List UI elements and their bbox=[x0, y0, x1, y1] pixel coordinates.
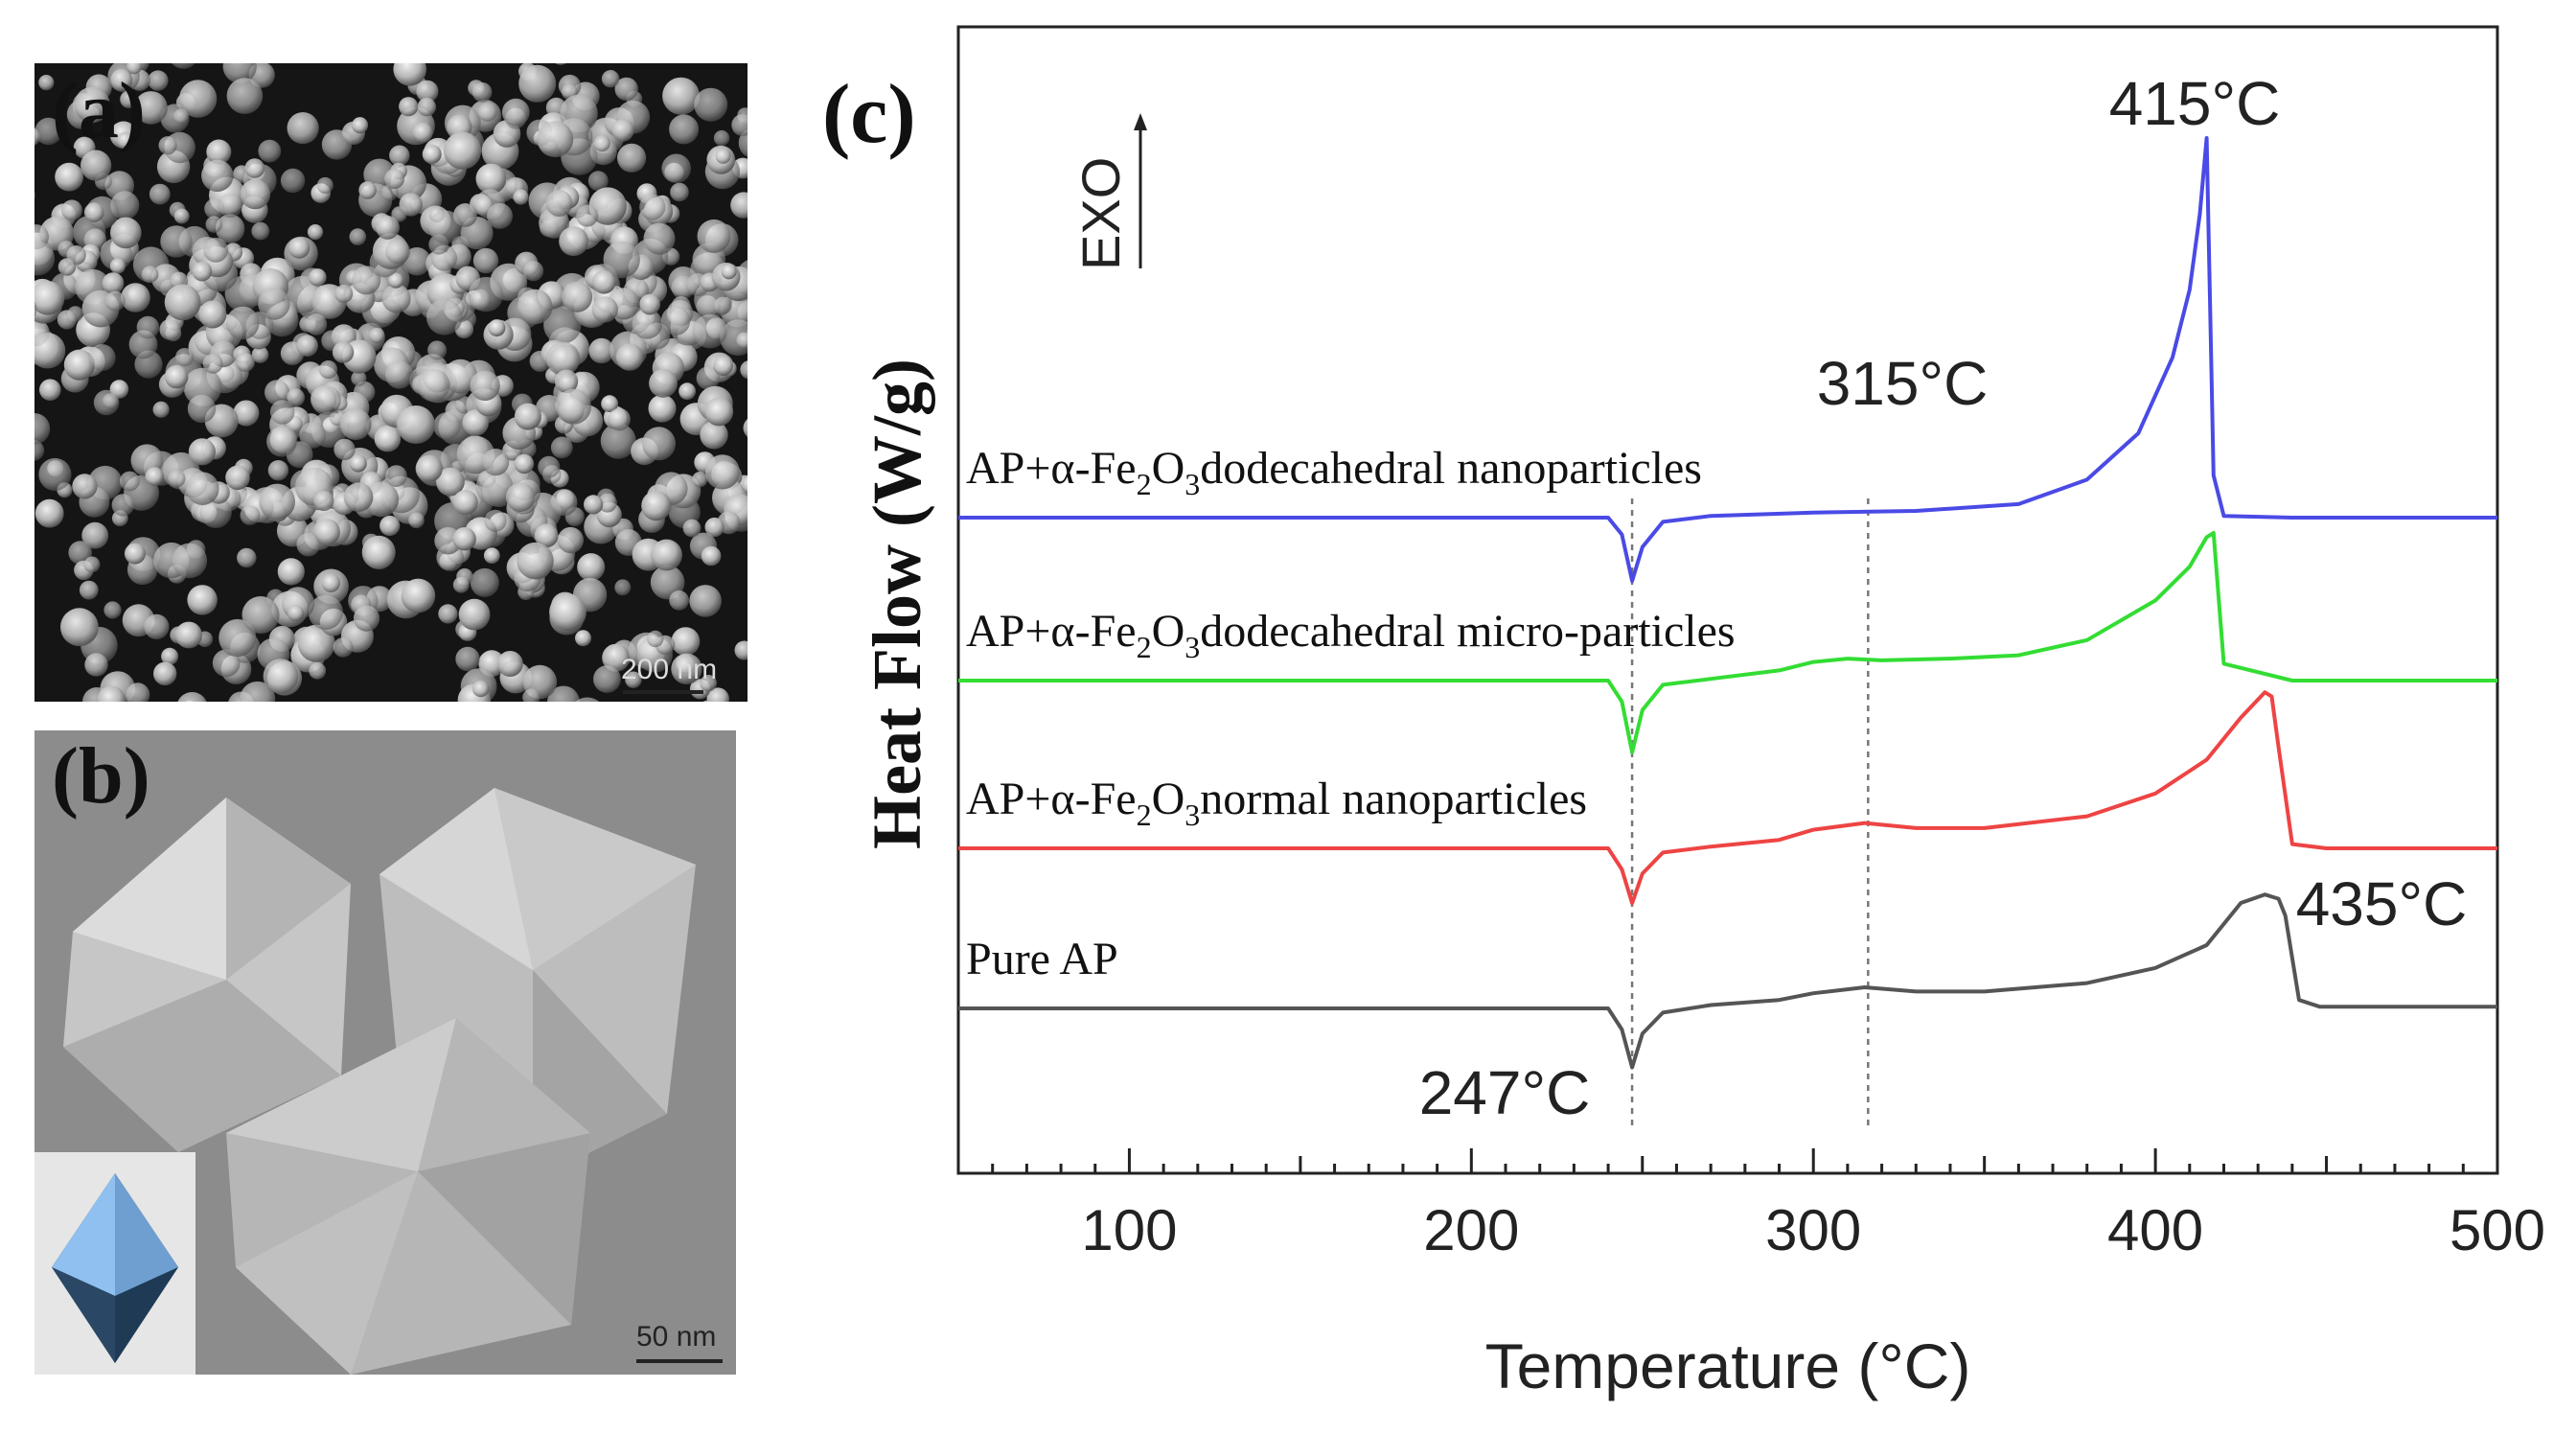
series-lines bbox=[958, 136, 2497, 1070]
series-line bbox=[958, 892, 2497, 1070]
x-axis-ticks: 100 200 300 400 500 bbox=[956, 1148, 2545, 1262]
scale-bar-b bbox=[636, 1359, 723, 1363]
peak-annotation: 415°C bbox=[2109, 69, 2281, 138]
peak-annotation: 315°C bbox=[1817, 349, 1989, 418]
x-tick-label: 400 bbox=[2107, 1198, 2203, 1262]
x-tick-label: 300 bbox=[1765, 1198, 1861, 1262]
x-tick-label: 500 bbox=[2450, 1198, 2545, 1262]
scale-label-a: 200 nm bbox=[621, 654, 718, 685]
scale-label-b: 50 nm bbox=[636, 1321, 717, 1353]
panel-a-label: (a) bbox=[52, 66, 146, 155]
peak-annotation: 247°C bbox=[1419, 1058, 1591, 1127]
x-tick-label: 200 bbox=[1423, 1198, 1519, 1262]
sem-image-b: (b) 50 nm bbox=[34, 730, 736, 1375]
nanoparticle-texture bbox=[34, 63, 748, 702]
exo-indicator: EXO bbox=[1070, 113, 1147, 270]
x-tick-label: 100 bbox=[1081, 1198, 1177, 1262]
series-label: Pure AP bbox=[966, 934, 1118, 984]
plot-frame bbox=[956, 25, 2499, 1175]
peak-annotation: 435°C bbox=[2296, 869, 2468, 938]
dodecahedral-particles bbox=[34, 730, 736, 1375]
series-line bbox=[958, 690, 2497, 906]
panel-b-label: (b) bbox=[52, 731, 150, 821]
panel-c-label: (c) bbox=[822, 68, 916, 161]
series-label: AP+α-Fe2O3normal nanoparticles bbox=[966, 774, 1587, 832]
reference-lines bbox=[1630, 498, 1870, 1131]
sem-image-a: (a) 200 nm bbox=[34, 63, 748, 702]
x-axis-label: Temperature (°C) bbox=[1485, 1330, 1971, 1401]
exo-label: EXO bbox=[1070, 157, 1131, 270]
series-labels: AP+α-Fe2O3dodecahedral nanoparticles AP+α… bbox=[966, 443, 1736, 984]
y-axis-label: Heat Flow (W/g) bbox=[859, 358, 935, 849]
series-label: AP+α-Fe2O3dodecahedral micro-particles bbox=[966, 606, 1736, 664]
peak-annotations: 415°C 315°C 435°C 247°C bbox=[1419, 69, 2468, 1127]
series-line bbox=[958, 531, 2497, 754]
series-label: AP+α-Fe2O3dodecahedral nanoparticles bbox=[966, 443, 1702, 501]
scale-bar-a bbox=[623, 690, 703, 694]
series-line bbox=[958, 136, 2497, 583]
